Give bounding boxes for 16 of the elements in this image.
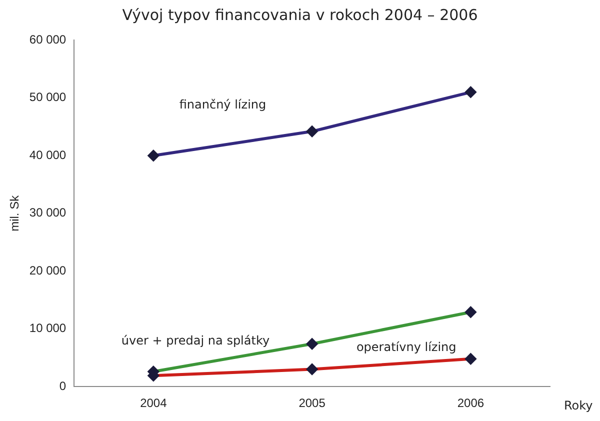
y-tick-label: 20 000	[29, 263, 66, 278]
y-tick-label: 30 000	[29, 206, 66, 220]
y-tick-label: 60 000	[29, 32, 66, 47]
y-tick-label: 40 000	[29, 148, 66, 162]
series-label: operatívny lízing	[356, 340, 456, 354]
x-tick-label: 2004	[140, 396, 168, 410]
text: finančný lízing	[179, 98, 266, 112]
y-axis-title: mil. Sk	[8, 194, 22, 232]
y-tick-label: 10 000	[29, 321, 66, 336]
series-label: úver + predaj na splátky	[121, 334, 270, 348]
chart-title: Vývoj typov financovania v rokoch 2004 – 2006	[121, 6, 479, 24]
x-tick-label: 2005	[298, 396, 326, 410]
x-tick-label: 2006	[457, 396, 484, 410]
y-tick-label: 0	[59, 378, 66, 393]
x-axis-title: Roky	[564, 398, 593, 413]
y-tick-label: 50 000	[29, 90, 66, 104]
